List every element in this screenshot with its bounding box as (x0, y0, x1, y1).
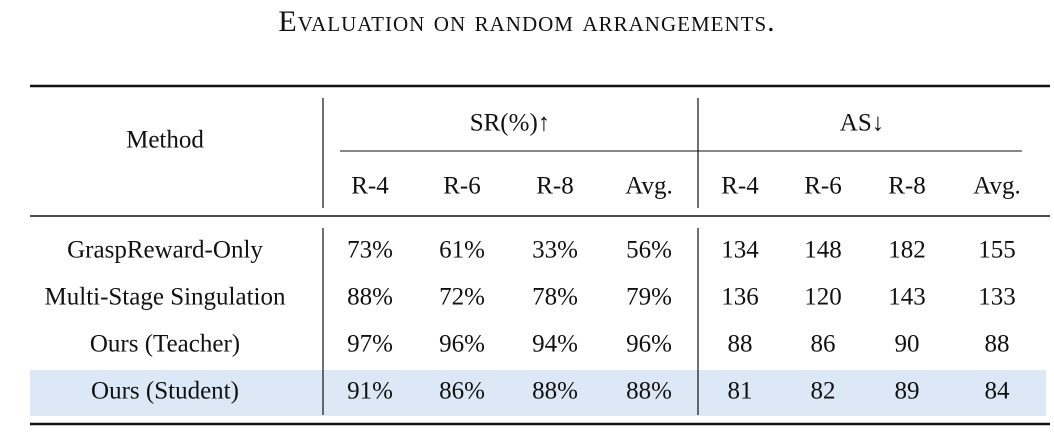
cell: 155 (978, 237, 1016, 264)
cell: 88% (626, 378, 672, 405)
cell: 82 (811, 378, 836, 405)
subheader: Avg. (625, 173, 672, 200)
cell: 120 (804, 284, 842, 311)
cell: 182 (888, 237, 926, 264)
cell: 78% (532, 284, 578, 311)
cell: 33% (532, 237, 578, 264)
cell: 96% (626, 331, 672, 358)
cell: 88% (347, 284, 393, 311)
table-title: Evaluation on random arrangements. (278, 5, 775, 38)
subheader: R-6 (804, 173, 842, 200)
cell: 61% (439, 237, 485, 264)
subheader: R-8 (536, 173, 574, 200)
method-header: Method (126, 127, 204, 154)
cell: 89 (895, 378, 920, 405)
subheader: R-4 (721, 173, 759, 200)
cell: 84 (985, 378, 1011, 405)
cell: 97% (347, 331, 393, 358)
row-label: GraspReward-Only (67, 237, 263, 264)
cell: 133 (978, 284, 1016, 311)
cell: 88% (532, 378, 578, 405)
group-header: SR(%)↑ (470, 110, 551, 137)
cell: 136 (721, 284, 759, 311)
highlight-row (30, 370, 1046, 416)
subheader: R-6 (443, 173, 481, 200)
cell: 91% (347, 378, 393, 405)
cell: 134 (721, 237, 759, 264)
row-label: Ours (Student) (91, 378, 239, 405)
cell: 79% (626, 284, 672, 311)
subheader: R-8 (888, 173, 926, 200)
cell: 90 (895, 331, 920, 358)
row-label: Multi-Stage Singulation (45, 284, 286, 311)
cell: 81 (728, 378, 753, 405)
cell: 94% (532, 331, 578, 358)
subheader: R-4 (351, 173, 389, 200)
cell: 56% (626, 237, 672, 264)
cell: 73% (347, 237, 393, 264)
cell: 88 (728, 331, 753, 358)
cell: 86% (439, 378, 485, 405)
cell: 96% (439, 331, 485, 358)
cell: 88 (985, 331, 1010, 358)
cell: 86 (811, 331, 836, 358)
row-label: Ours (Teacher) (90, 331, 240, 358)
cell: 72% (439, 284, 485, 311)
cell: 143 (888, 284, 926, 311)
group-header: AS↓ (840, 110, 884, 137)
cell: 148 (804, 237, 842, 264)
subheader: Avg. (973, 173, 1020, 200)
